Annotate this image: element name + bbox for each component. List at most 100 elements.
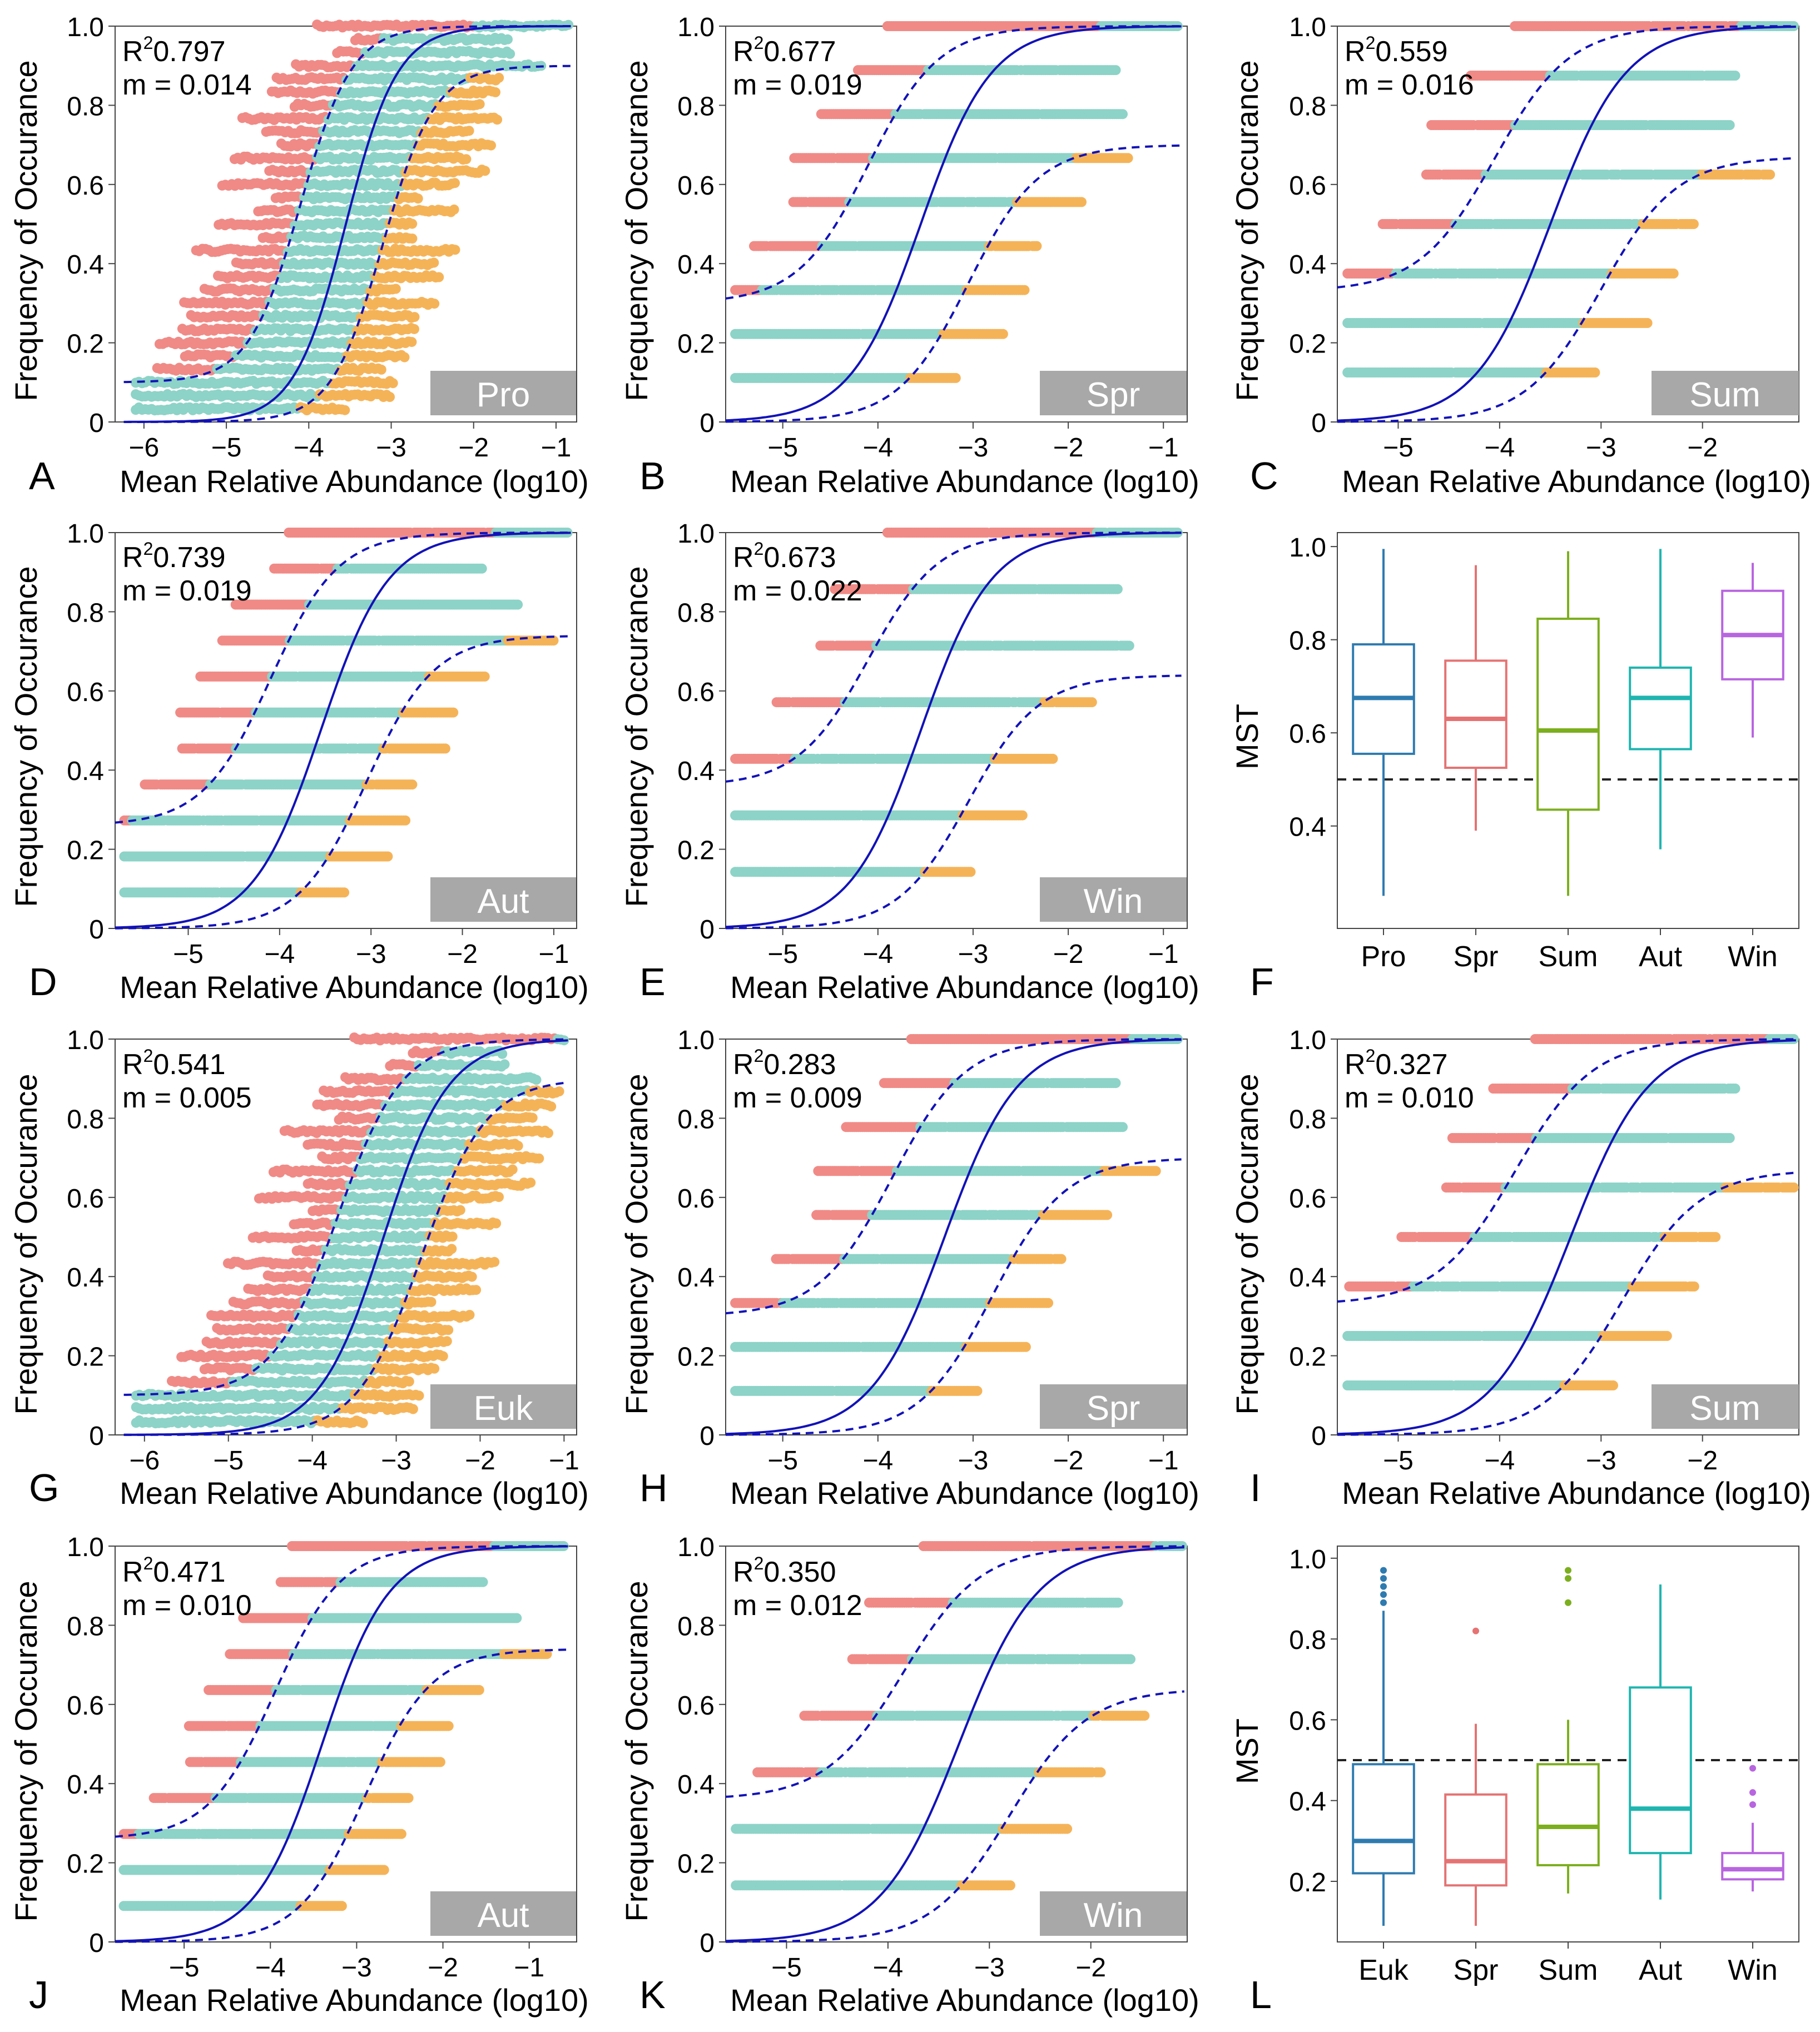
y-tick-label: 0	[89, 1422, 104, 1451]
box-iqr	[1721, 1852, 1784, 1881]
y-tick-label: 0.8	[67, 1105, 104, 1134]
y-tick-label: 1.0	[677, 1533, 715, 1562]
x-tick-label: −5	[1383, 1446, 1414, 1475]
x-tick-label: −6	[129, 1446, 160, 1475]
x-tick-label: Euk	[1358, 1954, 1409, 1986]
x-tick-label: Aut	[1639, 1954, 1683, 1986]
outlier-point	[1380, 1591, 1387, 1598]
y-tick-label: 0.8	[677, 1612, 715, 1641]
x-tick-label: −2	[465, 1446, 495, 1475]
data-point	[379, 1865, 389, 1875]
x-tick-label: −1	[514, 1953, 544, 1983]
x-tick-label: −3	[958, 1446, 989, 1475]
y-tick-label: 0.6	[67, 1691, 104, 1721]
box-aut	[1629, 1584, 1692, 1900]
y-tick-label: 1.0	[1289, 1545, 1326, 1574]
plot-K: 00.20.40.60.81.0−5 −4 −3 −2	[677, 1533, 1188, 1983]
x-tick-label: −4	[255, 1953, 286, 1983]
upper-ci-curve	[725, 1545, 1184, 1798]
x-tick-label: −5	[771, 1953, 802, 1983]
x-tick-label: −4	[1485, 1446, 1515, 1475]
x-tick-label: −2	[428, 1953, 458, 1983]
box-spr	[1444, 1627, 1507, 1926]
y-tick-label: 0.2	[677, 1343, 715, 1372]
y-tick-label: 0	[1311, 1422, 1326, 1451]
y-tick-label: 1.0	[67, 1026, 104, 1055]
y-tick-label: 0.4	[67, 1770, 104, 1800]
y-tick-label: 0.4	[1289, 1263, 1326, 1293]
box-iqr	[1629, 1686, 1692, 1855]
y-tick-label: 0.8	[677, 1105, 715, 1134]
data-point	[1788, 1183, 1799, 1193]
data-point	[1662, 1331, 1672, 1341]
data-point	[358, 1418, 368, 1428]
y-tick-label: 1.0	[677, 1026, 715, 1055]
data-point	[1689, 1281, 1699, 1291]
x-tick-label: −3	[1586, 1446, 1616, 1475]
data-point	[474, 1685, 484, 1695]
x-tick-label: −2	[1053, 1446, 1084, 1475]
x-tick-label: Sum	[1539, 1954, 1598, 1986]
y-tick-label: 0.4	[677, 1263, 715, 1293]
data-point	[435, 1757, 445, 1767]
y-tick-label: 0.6	[677, 1184, 715, 1214]
x-tick-label: −4	[862, 1446, 893, 1475]
y-tick-label: 0.2	[677, 1850, 715, 1879]
data-point	[1139, 1711, 1150, 1721]
outlier-point	[1380, 1583, 1387, 1590]
data-point	[1005, 1880, 1015, 1891]
y-tick-label: 0.2	[67, 1850, 104, 1879]
outlier-point	[1380, 1599, 1387, 1606]
x-tick-label: −4	[873, 1953, 904, 1983]
y-tick-label: 0.4	[677, 1770, 715, 1800]
x-tick-label: −1	[1148, 1446, 1179, 1475]
data-point	[403, 1793, 414, 1804]
outlier-point	[1565, 1599, 1571, 1606]
data-point	[1020, 1342, 1031, 1352]
y-tick-label: 1.0	[67, 1533, 104, 1562]
y-tick-label: 0	[700, 1929, 715, 1958]
y-tick-label: 0	[700, 1422, 715, 1451]
data-point	[1125, 1654, 1135, 1665]
data-point	[1150, 1166, 1161, 1176]
box-sum	[1536, 1567, 1600, 1894]
data-point	[1724, 1133, 1735, 1143]
data-point	[1043, 1298, 1054, 1308]
plot-J: 00.20.40.60.81.0−5 −4 −3 −2 −1	[67, 1533, 577, 1983]
data-point	[396, 1829, 406, 1839]
box-iqr	[1444, 1793, 1507, 1887]
data-points	[731, 1541, 1187, 1891]
lower-ci-curve	[726, 1690, 1184, 1943]
data-point	[1110, 1078, 1121, 1089]
data-point	[1062, 1824, 1073, 1834]
y-tick-label: 0.6	[1289, 1184, 1326, 1214]
y-tick-label: 0.2	[1289, 1868, 1326, 1897]
x-tick-label: −5	[169, 1953, 200, 1983]
outlier-point	[1380, 1575, 1387, 1582]
outlier-point	[1749, 1789, 1756, 1796]
y-tick-label: 0.2	[67, 1343, 104, 1372]
data-point	[512, 1613, 522, 1623]
y-tick-label: 0.8	[1289, 1626, 1326, 1655]
x-tick-label: −5	[213, 1446, 244, 1475]
data-point	[336, 1901, 347, 1911]
data-point	[1608, 1380, 1618, 1390]
box-euk	[1352, 1567, 1415, 1926]
x-tick-label: −1	[549, 1446, 579, 1475]
data-point	[443, 1721, 454, 1731]
data-point	[1730, 1084, 1740, 1094]
outlier-point	[1472, 1627, 1479, 1634]
data-point	[1710, 1232, 1721, 1242]
x-tick-label: −4	[297, 1446, 328, 1475]
data-point	[1095, 1767, 1106, 1777]
x-tick-label: −2	[1687, 1446, 1718, 1475]
data-point	[972, 1385, 983, 1396]
y-tick-label: 0.6	[677, 1691, 715, 1721]
x-tick-label: Spr	[1454, 1954, 1499, 1986]
outlier-point	[1749, 1801, 1756, 1808]
fit-curve	[725, 1546, 1184, 1942]
y-tick-label: 0	[89, 1929, 104, 1958]
x-tick-label: −2	[1075, 1953, 1106, 1983]
